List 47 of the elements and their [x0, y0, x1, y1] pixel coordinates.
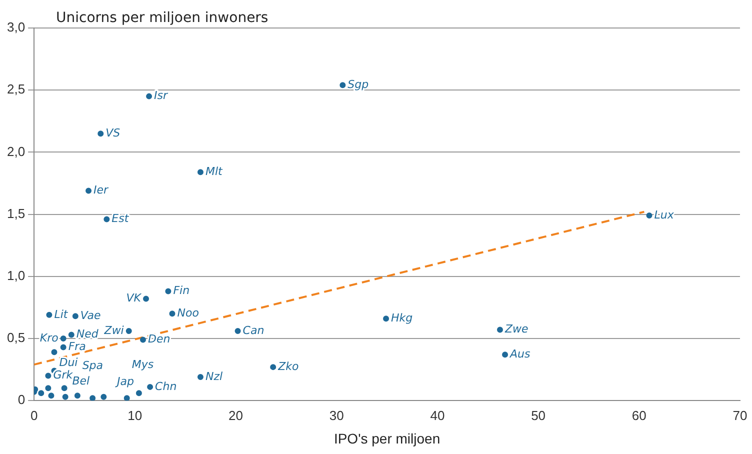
- data-label: Dui: [59, 356, 78, 370]
- x-axis-title: IPO's per miljoen: [334, 430, 440, 446]
- data-label: VS: [106, 126, 120, 140]
- x-tick-label: 30: [329, 408, 344, 423]
- x-tick-label: 0: [30, 408, 38, 423]
- data-label: Grk: [53, 368, 74, 382]
- x-tick-label: 50: [531, 408, 546, 423]
- y-tick-label: 0: [18, 392, 26, 408]
- data-label: Lit: [54, 308, 68, 321]
- y-tick-label: 0,5: [6, 330, 26, 346]
- x-tick-label: 70: [732, 408, 748, 423]
- data-label: Den: [148, 332, 170, 346]
- data-label: Hkg: [391, 311, 413, 324]
- data-label: Fra: [68, 340, 86, 354]
- data-label: Ier: [94, 184, 110, 197]
- data-label: Mys: [132, 358, 154, 371]
- data-label: Noo: [177, 306, 200, 320]
- y-tick-label: 2,5: [6, 82, 26, 97]
- data-label: Vae: [80, 309, 101, 322]
- data-label: Aus: [509, 348, 531, 361]
- y-tick-label: 1,5: [6, 206, 26, 221]
- y-axis-title: Unicorns per miljoen inwoners: [56, 10, 268, 26]
- x-tick-label: 20: [228, 408, 243, 423]
- data-label: Chn: [155, 380, 177, 393]
- data-label: Nzl: [205, 370, 223, 383]
- data-label: Est: [112, 212, 130, 226]
- data-label: Zwe: [504, 322, 529, 336]
- data-label: VK: [126, 292, 142, 305]
- y-tick-label: 2,0: [6, 144, 26, 159]
- data-label: Zwi: [103, 324, 124, 337]
- y-tick-label: 1,0: [6, 268, 26, 283]
- data-label: Can: [242, 324, 264, 337]
- data-label: Fin: [173, 284, 190, 298]
- data-label: Sgp: [348, 78, 369, 91]
- data-label: Mlt: [205, 164, 224, 178]
- data-label: Lux: [654, 208, 674, 222]
- data-label: Jap: [114, 375, 134, 388]
- data-label: Bel: [72, 374, 90, 388]
- x-tick-label: 60: [632, 408, 646, 423]
- y-tick-label: 3,0: [6, 20, 26, 35]
- data-label: Kro: [40, 331, 59, 344]
- data-label: Spa: [82, 359, 104, 372]
- data-label: Zko: [277, 360, 299, 373]
- x-tick-label: 10: [128, 408, 142, 423]
- x-tick-label: 40: [430, 408, 445, 423]
- data-label: Isr: [154, 89, 170, 102]
- data-label: Ned: [76, 328, 100, 341]
